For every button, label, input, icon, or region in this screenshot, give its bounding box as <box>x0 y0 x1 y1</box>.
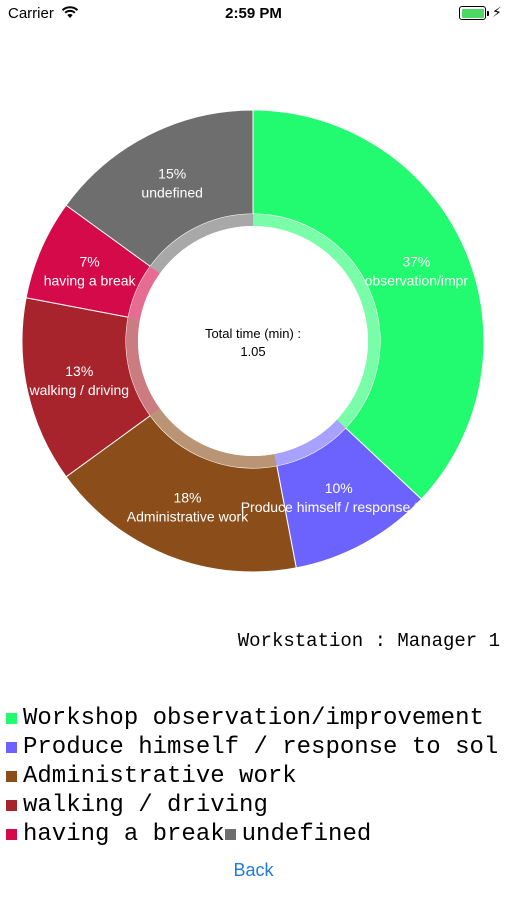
slice-percent-walking-driving: 13% <box>65 363 93 379</box>
slice-text-walking-driving: walking / driving <box>28 382 129 398</box>
ring-walking-driving <box>126 317 160 416</box>
legend-item: walking / driving <box>6 791 268 820</box>
slice-text-undefined: undefined <box>141 184 203 200</box>
slice-percent-produce-himself-response-to-sol: 10% <box>325 480 353 496</box>
wifi-icon <box>61 5 79 24</box>
ring-having-a-break <box>128 266 160 320</box>
battery-icon <box>459 6 486 20</box>
carrier-label: Carrier <box>8 5 54 22</box>
ring-workshop-observation-improvement <box>253 214 380 428</box>
status-bar: Carrier 2:59 PM ⚡ <box>0 0 507 28</box>
battery-fill <box>461 8 484 18</box>
chart-legend: Workshop observation/improvement Produce … <box>6 704 507 849</box>
slice-text-administrative-work: Administrative work <box>127 509 249 525</box>
legend-item: undefined <box>224 820 372 849</box>
legend-item: having a break <box>6 820 225 849</box>
chart-center-hole <box>138 226 368 456</box>
slice-text-having-a-break: having a break <box>44 272 137 288</box>
legend-label: undefined <box>241 821 372 848</box>
legend-swatch <box>6 713 17 724</box>
legend-label: having a break <box>23 821 225 848</box>
legend-item: Administrative work <box>6 762 297 791</box>
chart-slice-labels: 37% observation/impr 10% Produce himself / … <box>28 165 468 524</box>
ring-produce-himself-response-to-sol <box>274 419 346 466</box>
legend-line: Workshop observation/improvement <box>6 704 507 733</box>
clock: 2:59 PM <box>225 5 282 22</box>
legend-swatch <box>6 800 17 811</box>
donut-chart: 37% observation/impr 10% Produce himself / … <box>21 109 485 573</box>
charging-bolt-icon: ⚡ <box>492 4 502 20</box>
legend-line: Administrative work <box>6 762 507 791</box>
legend-swatch <box>224 829 236 840</box>
chart-inner-ring <box>126 214 380 469</box>
legend-line: Produce himself / response to sol <box>6 733 507 762</box>
legend-label: Produce himself / response to sol <box>23 734 499 761</box>
legend-label: walking / driving <box>23 792 268 819</box>
legend-swatch <box>6 771 17 782</box>
legend-item: Workshop observation/improvement <box>6 704 484 733</box>
legend-line: having a break undefined <box>6 820 507 849</box>
legend-label: Workshop observation/improvement <box>23 705 484 732</box>
legend-line: walking / driving <box>6 791 507 820</box>
slice-percent-workshop-observation-improvement: 37% <box>402 253 430 269</box>
slice-text-workshop-observation-improvement: observation/impr <box>365 272 469 288</box>
center-label: Total time (min) : <box>205 326 301 341</box>
slice-percent-having-a-break: 7% <box>80 253 100 269</box>
ring-undefined <box>150 214 253 274</box>
slice-text-produce-himself-response-to-sol: Produce himself / response to s <box>241 499 437 515</box>
back-button[interactable]: Back <box>233 860 274 880</box>
slice-percent-undefined: 15% <box>158 165 186 181</box>
legend-swatch <box>6 829 17 840</box>
legend-item: Produce himself / response to sol <box>6 733 498 762</box>
center-value: 1.05 <box>240 344 265 359</box>
legend-label: Administrative work <box>23 763 297 790</box>
workstation-label: Workstation : Manager 1 <box>237 630 500 652</box>
legend-swatch <box>6 742 17 753</box>
battery-cap <box>487 11 489 16</box>
slice-percent-administrative-work: 18% <box>173 490 201 506</box>
chart-slices <box>21 109 485 573</box>
ring-administrative-work <box>150 408 277 469</box>
